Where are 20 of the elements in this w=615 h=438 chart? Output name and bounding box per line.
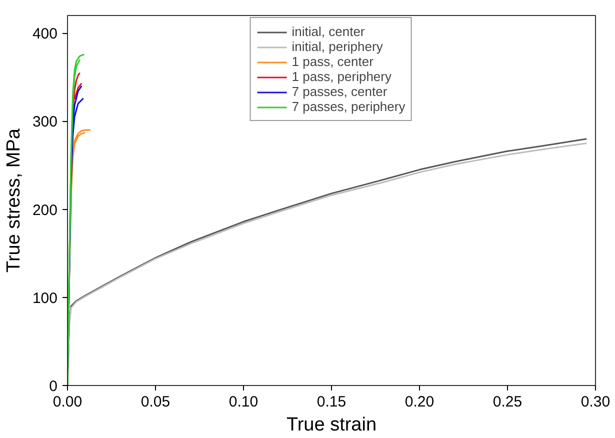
y-tick-label: 200	[32, 202, 58, 219]
legend-label: initial, periphery	[292, 39, 383, 54]
x-tick-label: 0.30	[580, 394, 610, 410]
x-tick-label: 0.25	[492, 394, 522, 410]
legend-label: initial, center	[292, 24, 365, 39]
legend-label: 7 passes, periphery	[292, 99, 406, 114]
x-tick-label: 0.10	[228, 394, 258, 410]
y-tick-label: 0	[49, 378, 58, 395]
legend-label: 1 pass, periphery	[292, 69, 392, 84]
y-tick-label: 400	[32, 26, 58, 43]
x-tick-label: 0.15	[316, 394, 346, 410]
x-tick-label: 0.05	[140, 394, 170, 410]
y-tick-label: 100	[32, 290, 58, 307]
legend-label: 1 pass, center	[292, 54, 374, 69]
x-tick-label: 0.20	[404, 394, 434, 410]
x-tick-label: 0.00	[52, 394, 82, 410]
y-axis-title: True stress, MPa	[3, 128, 24, 272]
x-axis-title: True strain	[286, 414, 377, 436]
legend-label: 7 passes, center	[292, 84, 388, 99]
y-tick-label: 300	[32, 114, 58, 131]
